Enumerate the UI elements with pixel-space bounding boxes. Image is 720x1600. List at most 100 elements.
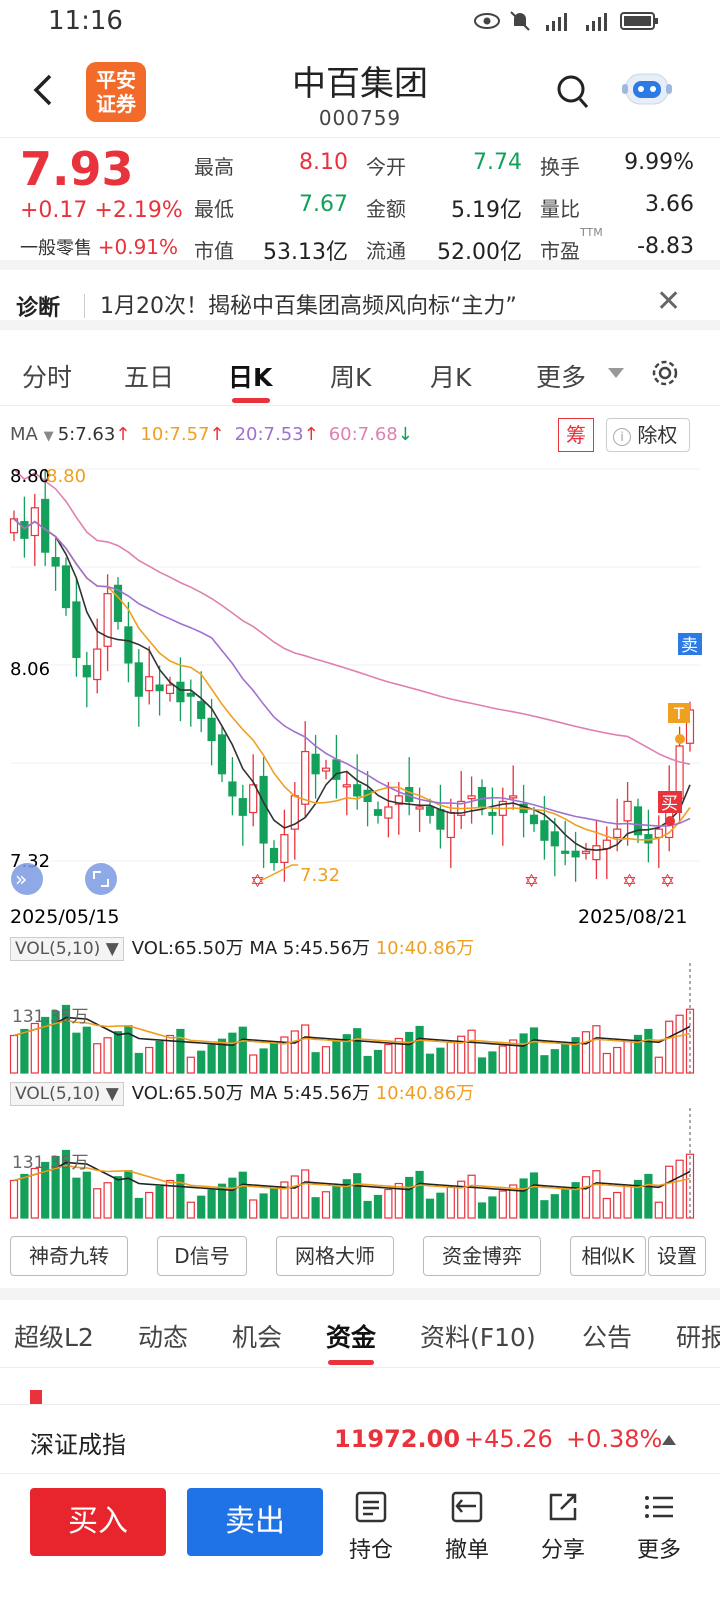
sell-button[interactable]: 卖出: [187, 1488, 323, 1556]
volume-bar: [498, 1190, 507, 1219]
caret-down-icon[interactable]: [608, 368, 624, 378]
kline-chart[interactable]: 8.80 8.80 8.06 7.32 7.32 » 2025/05/15 20…: [0, 455, 720, 1231]
search-icon[interactable]: [556, 74, 590, 110]
sell-signal-tag[interactable]: 卖: [678, 633, 702, 656]
caret-up-icon[interactable]: [662, 1435, 676, 1445]
tool-similar-k[interactable]: 相似K: [570, 1236, 646, 1276]
volume-bar: [311, 1197, 320, 1219]
diagnosis-banner[interactable]: 诊断 1月20次！揭秘中百集团高频风向标“主力” ✕: [0, 272, 720, 330]
volume-bar: [665, 1020, 674, 1074]
tab-super-l2[interactable]: 超级L2: [14, 1323, 94, 1352]
volume-bar: [613, 1046, 622, 1074]
more-button[interactable]: 更多: [624, 1490, 694, 1564]
volume-bar: [82, 1026, 91, 1074]
tab-weekly-k[interactable]: 周K: [330, 363, 372, 392]
diagnosis-text[interactable]: 1月20次！揭秘中百集团高频风向标“主力”: [100, 294, 517, 319]
tool-settings[interactable]: 设置: [648, 1236, 706, 1276]
candle-body: [238, 798, 247, 816]
settings-gear-icon[interactable]: [650, 358, 680, 388]
candle-body: [477, 786, 487, 808]
up-arrow-icon: ↑: [209, 424, 225, 445]
tab-news[interactable]: 动态: [138, 1323, 189, 1352]
candle-body: [675, 745, 684, 800]
candle-body: [217, 734, 227, 775]
caret-down-icon: ▼: [43, 429, 58, 444]
volume-bar: [425, 1053, 435, 1074]
tab-opportunity[interactable]: 机会: [232, 1323, 283, 1352]
volume-bar: [602, 1052, 611, 1074]
back-icon[interactable]: [26, 72, 62, 108]
tab-announcements[interactable]: 公告: [582, 1323, 633, 1352]
chart-grid: [10, 468, 700, 862]
candle-body: [61, 565, 71, 609]
tool-nine-turn[interactable]: 神奇九转: [10, 1236, 128, 1276]
volume-bar: [592, 1025, 601, 1074]
ai-assistant-icon[interactable]: [620, 66, 674, 112]
nine-turn-star-icon: ✡: [660, 871, 675, 892]
buy-signal-tag[interactable]: 买: [658, 791, 682, 814]
tab-research[interactable]: 研报: [676, 1323, 720, 1352]
volume-bar: [321, 1191, 331, 1219]
info-tabs: 超级L2 动态 机会 资金 资料(F10) 公告 研报: [0, 1300, 720, 1368]
volume-bar: [145, 1191, 154, 1219]
tab-more[interactable]: 更多: [536, 363, 587, 392]
volume-bar: [280, 1181, 289, 1219]
volume-bar: [186, 1201, 195, 1219]
tab-intraday[interactable]: 分时: [22, 363, 73, 392]
up-arrow-icon: ↑: [115, 424, 131, 445]
mute-bell-icon: [510, 11, 530, 31]
index-ticker[interactable]: 深证成指 11972.00 +45.26 +0.38%: [0, 1404, 720, 1474]
tab-f10[interactable]: 资料(F10): [420, 1323, 536, 1352]
volume-bar: [405, 1176, 414, 1219]
volume-bar: [353, 1173, 362, 1219]
tab-five-day[interactable]: 五日: [124, 363, 175, 392]
volume-indicator-selector[interactable]: VOL(5,10) ▼: [10, 937, 124, 961]
low-price-pointer: [261, 864, 298, 881]
volume-bar: [550, 1049, 559, 1074]
tool-d-signal[interactable]: D信号: [157, 1236, 247, 1276]
tab-monthly-k[interactable]: 月K: [430, 363, 472, 392]
candle-body: [561, 850, 570, 854]
candle-body: [384, 806, 393, 819]
ma-legend[interactable]: MA ▼ 5:7.63↑ 10:7.57↑ 20:7.53↑ 60:7.68↓: [10, 424, 423, 445]
candle-body: [311, 753, 320, 775]
share-icon: [549, 1493, 577, 1521]
expand-panel-button[interactable]: »: [11, 863, 43, 895]
volume-bar: [467, 1029, 476, 1074]
share-button[interactable]: 分享: [528, 1490, 598, 1564]
volume-bar: [488, 1051, 497, 1074]
volume-bar: [425, 1198, 435, 1219]
volume-ma10-line: [13, 1164, 691, 1191]
volume-bar: [384, 1188, 393, 1219]
buy-button[interactable]: 买入: [30, 1488, 166, 1556]
close-icon[interactable]: ✕: [656, 284, 682, 319]
volume-header-1[interactable]: VOL(5,10) ▼ VOL:65.50万 MA 5:45.56万 10:40.…: [10, 934, 474, 961]
volume-bar: [509, 1184, 518, 1219]
positions-button[interactable]: 持仓: [336, 1490, 406, 1564]
candle-body: [165, 684, 175, 694]
volume-indicator-selector[interactable]: VOL(5,10) ▼: [10, 1082, 124, 1106]
candle-body: [373, 809, 383, 816]
volume-bar: [394, 1037, 403, 1074]
sell-tag-text: 卖: [681, 636, 698, 656]
ma20-line: [13, 518, 691, 827]
tab-capital[interactable]: 资金: [326, 1323, 377, 1352]
ex-rights-button[interactable]: i 除权: [606, 418, 690, 452]
volume-bar: [633, 1034, 643, 1074]
candle-body: [197, 701, 206, 719]
volume-bar: [519, 1033, 528, 1074]
volume-bar: [301, 1169, 310, 1219]
volume-ma10-line: [13, 1019, 691, 1046]
candle-body: [176, 681, 185, 703]
cancel-order-button[interactable]: 撤单: [432, 1490, 502, 1564]
tab-daily-k[interactable]: 日K: [228, 363, 273, 392]
tool-grid-master[interactable]: 网格大师: [276, 1236, 394, 1276]
t-signal-tag[interactable]: T: [668, 703, 690, 723]
nine-turn-markers: ✡ ✡ ✡ ✡: [250, 871, 675, 892]
volume-bar: [342, 1179, 351, 1219]
fullscreen-button[interactable]: [85, 863, 117, 895]
chip-distribution-button[interactable]: 筹: [558, 418, 594, 452]
quote-value: 9.99%: [624, 150, 694, 175]
tool-fund-game[interactable]: 资金博弈: [423, 1236, 541, 1276]
volume-header-2[interactable]: VOL(5,10) ▼ VOL:65.50万 MA 5:45.56万 10:40.…: [10, 1079, 474, 1106]
